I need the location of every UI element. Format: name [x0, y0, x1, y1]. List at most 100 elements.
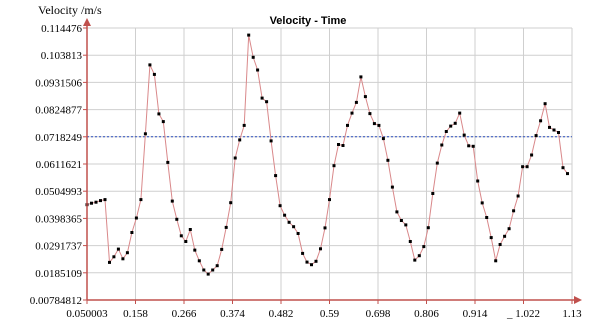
data-point — [399, 219, 403, 222]
data-point — [233, 156, 237, 160]
data-point — [539, 119, 543, 123]
data-point — [269, 139, 273, 143]
data-point — [377, 123, 381, 127]
y-tick-label: 0.114476 — [41, 23, 82, 35]
data-point — [301, 251, 305, 255]
data-point — [157, 112, 161, 116]
data-point — [467, 144, 471, 148]
data-point — [328, 198, 331, 202]
x-tick-label: 0.158 — [123, 308, 148, 320]
data-point — [552, 128, 556, 132]
data-point — [99, 199, 102, 203]
data-point — [422, 245, 426, 249]
y-tick-label: 0.0611621 — [36, 159, 82, 171]
data-point — [458, 111, 462, 115]
x-tick-label: 0.482 — [269, 308, 294, 320]
data-point — [548, 125, 551, 129]
data-point — [404, 223, 408, 227]
data-point — [521, 165, 525, 169]
data-point — [260, 96, 264, 100]
data-point — [431, 192, 435, 195]
data-point — [202, 268, 206, 272]
y-axis-arrow — [83, 18, 91, 26]
data-point — [229, 201, 233, 205]
data-point — [471, 144, 475, 148]
data-point — [350, 111, 354, 115]
y-tick-label: 0.103813 — [41, 50, 83, 62]
data-point — [112, 255, 116, 259]
chart-title: Velocity - Time — [270, 15, 347, 27]
x-axis-arrow — [574, 296, 582, 304]
y-tick-label: 0.0291737 — [35, 241, 82, 253]
data-point — [305, 260, 309, 264]
x-tick-label: 0.698 — [366, 308, 391, 320]
data-point — [310, 263, 313, 267]
data-point — [346, 123, 349, 127]
data-point — [224, 225, 228, 229]
data-point — [372, 122, 376, 126]
data-point — [561, 166, 565, 170]
data-point — [494, 259, 498, 263]
data-point — [453, 121, 457, 125]
data-point — [292, 225, 296, 229]
data-point — [256, 68, 260, 72]
x-tick-label: 0.806 — [414, 308, 439, 320]
data-point — [238, 138, 242, 142]
x-tick-label: _ 1.022 — [506, 308, 540, 320]
y-tick-label: 0.0824877 — [35, 105, 82, 117]
data-point — [170, 199, 174, 203]
data-point — [116, 247, 120, 251]
data-point — [197, 259, 201, 263]
data-point — [341, 144, 345, 147]
data-point — [449, 124, 453, 128]
data-point — [188, 228, 192, 231]
y-tick-label: 0.00784812 — [30, 295, 82, 307]
data-point — [516, 194, 520, 198]
series-line — [86, 35, 568, 275]
y-tick-label: 0.0504993 — [35, 186, 82, 198]
data-point — [413, 258, 417, 262]
x-tick-label: 0.374 — [220, 308, 245, 320]
data-point — [489, 236, 493, 240]
data-point — [440, 143, 444, 147]
data-point — [368, 112, 372, 116]
data-point — [319, 247, 322, 251]
tick-labels: 0.00784812 0.0185109 0.0291737 0.0398365 0.0… — [30, 23, 582, 320]
data-point — [543, 102, 547, 106]
data-point — [148, 63, 152, 67]
data-point — [247, 33, 251, 37]
data-point — [274, 174, 278, 178]
data-point — [152, 72, 156, 76]
data-point — [480, 201, 484, 205]
data-point — [503, 234, 507, 238]
data-point — [444, 130, 448, 133]
data-point — [184, 240, 188, 243]
data-point — [381, 137, 385, 141]
x-tick-label: 0.914 — [463, 308, 488, 320]
data-point — [90, 201, 93, 205]
data-point — [130, 231, 134, 234]
data-point — [175, 217, 179, 221]
data-point — [287, 220, 291, 224]
y-tick-label: 0.0185109 — [35, 268, 82, 280]
data-point — [332, 164, 336, 168]
axes — [83, 18, 582, 304]
data-point — [557, 131, 560, 134]
data-point — [395, 210, 399, 214]
y-tick-label: 0.0718249 — [35, 132, 82, 144]
data-point — [161, 120, 165, 124]
data-point — [525, 165, 529, 169]
data-point — [108, 260, 111, 264]
data-point — [296, 232, 300, 235]
data-point — [566, 172, 569, 176]
data-point — [242, 123, 246, 127]
data-point — [426, 226, 430, 230]
data-point — [476, 179, 480, 183]
data-point — [530, 153, 534, 157]
data-point — [337, 143, 340, 146]
data-point — [386, 158, 390, 162]
data-point — [323, 226, 327, 230]
y-tick-label: 0.0398365 — [35, 213, 82, 225]
data-point — [139, 198, 143, 202]
